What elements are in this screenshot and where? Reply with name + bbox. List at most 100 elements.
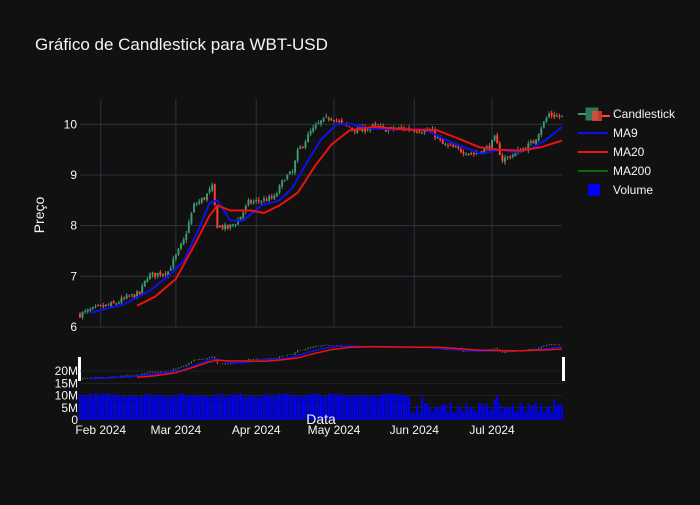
candle-body — [169, 268, 172, 271]
volume-bar — [273, 394, 276, 420]
volume-bar — [112, 394, 115, 420]
candle-body — [527, 143, 530, 151]
candle-body — [309, 130, 312, 135]
candle-body — [514, 152, 517, 156]
candle-body — [307, 134, 310, 143]
candle-body — [268, 196, 271, 201]
volume-bar — [457, 405, 460, 420]
legend[interactable]: Candlestick MA9 MA20 MA200 Volume — [578, 107, 676, 197]
candle-body — [506, 156, 509, 158]
volume-bar — [234, 394, 237, 420]
volume-bar — [180, 393, 183, 420]
volume-bar — [537, 411, 540, 420]
volume-bar — [444, 403, 447, 420]
candle-body — [104, 304, 107, 307]
candle-body — [283, 180, 286, 182]
volume-bar — [190, 395, 193, 420]
volume-bar — [226, 396, 229, 420]
volume-bar — [325, 395, 328, 420]
volume-bar — [198, 395, 201, 420]
volume-bar — [426, 402, 429, 420]
candle-body — [107, 304, 110, 306]
slider-ma20-line — [136, 345, 563, 379]
volume-bar — [146, 393, 149, 420]
candle-body — [265, 199, 268, 202]
volume-bar — [397, 395, 400, 420]
x-tick-label: May 2024 — [308, 423, 361, 437]
candle-body — [335, 120, 338, 122]
volume-bar — [182, 393, 185, 420]
candle-body — [537, 134, 540, 141]
volume-bar — [81, 394, 84, 420]
volume-bar — [522, 405, 525, 420]
candle-body — [164, 273, 167, 275]
volume-bar — [374, 397, 377, 420]
volume-bar — [436, 407, 439, 420]
volume-bar — [193, 394, 195, 420]
candle-body — [99, 305, 102, 307]
candle-body — [138, 291, 141, 295]
volume-bar — [237, 394, 240, 420]
ma9-line — [90, 123, 563, 314]
volume-bar — [405, 395, 408, 420]
volume-bar — [125, 397, 128, 420]
volume-bar — [335, 393, 338, 420]
candle-body — [317, 122, 320, 124]
candle-body — [348, 126, 351, 128]
volume-bar — [224, 397, 227, 420]
volume-bar — [356, 395, 359, 420]
candle-body — [338, 121, 341, 123]
candle-body — [504, 157, 506, 162]
volume-bar — [281, 394, 284, 420]
candle-body — [459, 148, 462, 153]
x-tick-label: Mar 2024 — [151, 423, 202, 437]
volume-bar — [390, 394, 392, 420]
volume-plot: Feb 2024 Mar 2024 Apr 2024 May 2024 Jun 2024… — [55, 364, 563, 437]
volume-bar — [332, 394, 335, 420]
volume-bar — [459, 408, 462, 420]
volume-tick-label: 5M — [61, 401, 78, 415]
volume-bar — [475, 411, 478, 420]
candle-body — [553, 114, 556, 118]
volume-bar — [200, 396, 203, 420]
candle-body — [213, 183, 216, 206]
candle-body — [322, 117, 325, 122]
candle-body — [270, 196, 273, 199]
volume-bar — [434, 407, 436, 420]
candle-body — [156, 272, 159, 276]
range-slider[interactable] — [78, 343, 565, 381]
volume-bar — [115, 395, 118, 420]
candle-body — [190, 213, 193, 224]
candle-body — [244, 205, 247, 212]
candle-body — [281, 180, 284, 187]
volume-bar — [535, 402, 538, 420]
candle-body — [366, 129, 369, 131]
legend-volume-icon — [588, 184, 600, 196]
volume-bar — [519, 403, 522, 420]
volume-bar — [348, 397, 351, 420]
candle-body — [218, 225, 221, 228]
candle-body — [89, 309, 92, 311]
volume-bar — [496, 395, 499, 420]
candle-body — [475, 152, 478, 154]
candle-body — [312, 127, 315, 132]
candle-body — [465, 154, 468, 156]
volume-bar — [143, 395, 146, 420]
candle-body — [231, 224, 234, 226]
candle-body — [400, 127, 403, 129]
volume-bar — [353, 397, 356, 420]
volume-bar — [102, 393, 105, 420]
candle-body — [314, 124, 317, 128]
candle-body — [195, 203, 198, 205]
volume-bar — [449, 402, 452, 420]
volume-bar — [250, 395, 252, 420]
volume-bar — [395, 393, 398, 420]
volume-tick-label: 20M — [55, 364, 78, 378]
volume-tick-label: 0 — [71, 413, 78, 427]
volume-bar — [123, 395, 126, 420]
candle-body — [110, 302, 113, 307]
volume-bar — [263, 395, 265, 420]
volume-bar — [540, 403, 543, 420]
volume-bar — [382, 394, 385, 420]
volume-bar — [167, 395, 170, 420]
